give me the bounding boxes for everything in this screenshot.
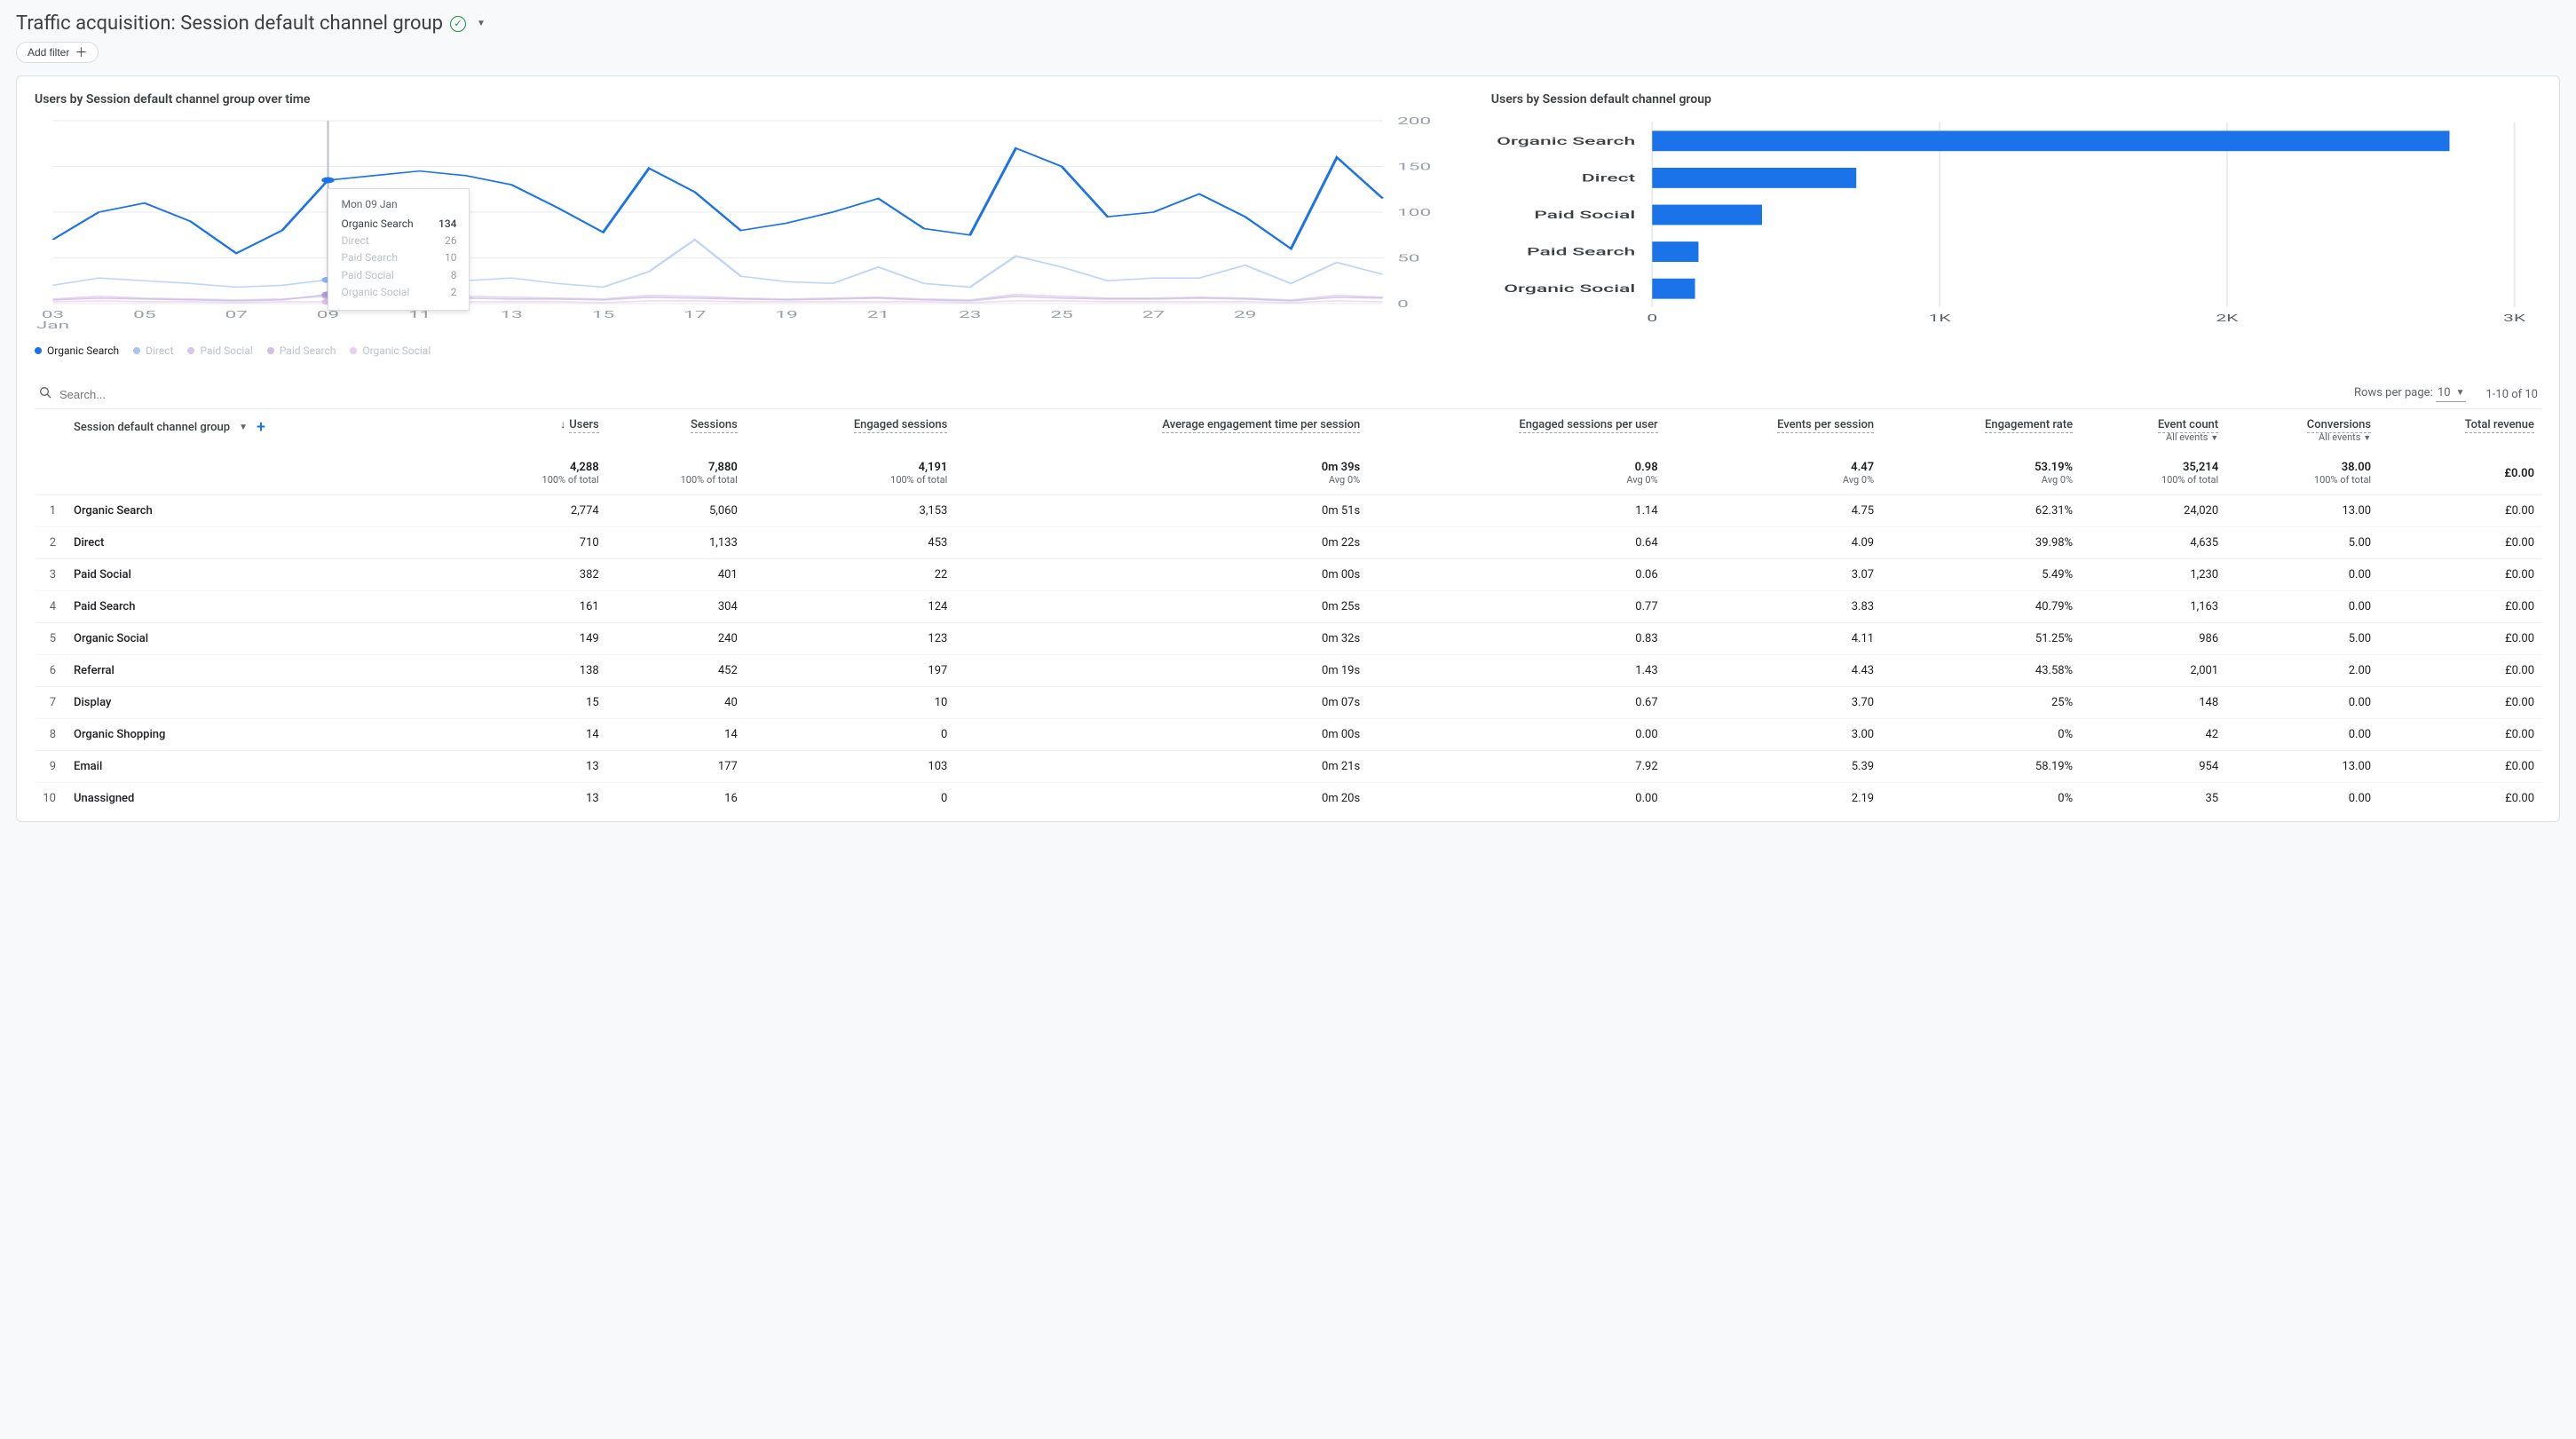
svg-text:3K: 3K <box>2503 312 2526 324</box>
table-row[interactable]: 6Referral1384521970m 19s1.434.4343.58%2,… <box>35 655 2541 687</box>
plus-icon: ＋ <box>75 46 87 59</box>
chart-tooltip: Mon 09 JanOrganic Search134Direct26Paid … <box>328 188 470 311</box>
svg-text:15: 15 <box>592 310 614 320</box>
svg-text:Jan: Jan <box>36 320 69 328</box>
line-chart[interactable]: 0 50 100 150 200 03 05 07 09 11 13 15 17 19 21 23 25 27 29… <box>35 115 1456 332</box>
column-header[interactable]: Sessions <box>606 409 745 452</box>
svg-text:Organic Social: Organic Social <box>1504 283 1635 296</box>
svg-text:0: 0 <box>1647 312 1657 324</box>
legend-item[interactable]: Organic Social <box>350 344 431 357</box>
bar-chart[interactable]: 0 1K 2K 3K Organic Search Direct Paid Social Pa… <box>1491 115 2541 328</box>
rows-per-page-label: Rows per page: <box>2354 386 2433 399</box>
title-dropdown[interactable]: ▼ <box>473 17 489 30</box>
table-row[interactable]: 1Organic Search2,7745,0603,1530m 51s1.14… <box>35 495 2541 527</box>
totals-cell: 7,880100% of total <box>606 452 745 495</box>
svg-text:29: 29 <box>1234 310 1256 320</box>
totals-cell: 4,191100% of total <box>745 452 955 495</box>
svg-text:17: 17 <box>684 310 706 320</box>
svg-text:200: 200 <box>1397 116 1431 127</box>
svg-text:0: 0 <box>1397 299 1409 310</box>
table-row[interactable]: 4Paid Search1613041240m 25s0.773.8340.79… <box>35 591 2541 623</box>
totals-cell: 0.98Avg 0% <box>1367 452 1664 495</box>
totals-cell: 53.19%Avg 0% <box>1881 452 2080 495</box>
add-filter-button[interactable]: Add filter ＋ <box>16 42 99 63</box>
table-row[interactable]: 8Organic Shopping141400m 00s0.003.000%42… <box>35 719 2541 751</box>
column-header[interactable]: Total revenue <box>2378 409 2541 452</box>
column-header[interactable]: Engaged sessions <box>745 409 955 452</box>
svg-text:11: 11 <box>408 310 431 320</box>
legend-item[interactable]: Paid Search <box>267 344 336 357</box>
line-chart-title: Users by Session default channel group o… <box>35 92 1456 107</box>
svg-text:21: 21 <box>867 310 889 320</box>
rows-per-page-value: 10 <box>2438 386 2451 399</box>
rows-per-page-select[interactable]: 10 ▼ <box>2436 386 2467 402</box>
line-chart-legend: Organic Search Direct Paid Social Paid Sear… <box>35 344 1456 357</box>
page-title: Traffic acquisition: Session default cha… <box>16 12 443 35</box>
column-header[interactable]: Average engagement time per session <box>954 409 1367 452</box>
svg-text:07: 07 <box>225 310 247 320</box>
svg-text:Organic Search: Organic Search <box>1497 135 1635 147</box>
table-row[interactable]: 5Organic Social1492401230m 32s0.834.1151… <box>35 623 2541 655</box>
add-dimension-button[interactable]: + <box>257 418 265 437</box>
totals-cell: 35,214100% of total <box>2080 452 2225 495</box>
svg-text:50: 50 <box>1397 253 1419 264</box>
bar-chart-title: Users by Session default channel group <box>1491 92 2541 107</box>
table-row[interactable]: 9Email131771030m 21s7.925.3958.19%95413.… <box>35 751 2541 783</box>
svg-text:150: 150 <box>1397 162 1431 172</box>
legend-item[interactable]: Paid Social <box>187 344 252 357</box>
svg-text:1K: 1K <box>1928 312 1951 324</box>
svg-text:Direct: Direct <box>1582 172 1635 185</box>
totals-cell: 4.47Avg 0% <box>1665 452 1881 495</box>
search-icon <box>38 385 52 403</box>
svg-text:100: 100 <box>1397 208 1431 218</box>
totals-cell: 38.00100% of total <box>2225 452 2378 495</box>
search-input[interactable] <box>59 388 2354 401</box>
add-filter-label: Add filter <box>28 46 69 59</box>
column-header[interactable]: Engagement rate <box>1881 409 2080 452</box>
dimension-picker[interactable]: Session default channel group▼+ <box>74 418 461 437</box>
table-row[interactable]: 10Unassigned131600m 20s0.002.190%350.00£… <box>35 783 2541 815</box>
svg-text:03: 03 <box>42 310 64 320</box>
svg-text:27: 27 <box>1142 310 1165 320</box>
column-header[interactable]: ConversionsAll events ▼ <box>2225 409 2378 452</box>
svg-text:05: 05 <box>133 310 155 320</box>
svg-text:Paid Search: Paid Search <box>1527 246 1635 258</box>
totals-cell: £0.00 <box>2378 452 2541 495</box>
verified-icon: ✓ <box>450 16 466 32</box>
svg-text:Paid Social: Paid Social <box>1534 209 1635 221</box>
column-header[interactable]: Event countAll events ▼ <box>2080 409 2225 452</box>
column-header[interactable]: ↓Users <box>468 409 606 452</box>
svg-text:13: 13 <box>500 310 522 320</box>
svg-text:09: 09 <box>317 310 339 320</box>
svg-text:2K: 2K <box>2216 312 2239 324</box>
svg-text:19: 19 <box>775 310 797 320</box>
column-header[interactable]: Events per session <box>1665 409 1881 452</box>
legend-item[interactable]: Organic Search <box>35 344 119 357</box>
svg-text:25: 25 <box>1050 310 1072 320</box>
svg-text:23: 23 <box>959 310 981 320</box>
legend-item[interactable]: Direct <box>133 344 173 357</box>
table-row[interactable]: 3Paid Social382401220m 00s0.063.075.49%1… <box>35 559 2541 591</box>
totals-cell: 4,288100% of total <box>468 452 606 495</box>
data-table: Session default channel group▼+ ↓UsersSes… <box>35 409 2541 814</box>
column-header[interactable]: Engaged sessions per user <box>1367 409 1664 452</box>
table-row[interactable]: 2Direct7101,1334530m 22s0.644.0939.98%4,… <box>35 527 2541 559</box>
chevron-down-icon: ▼ <box>2456 388 2465 398</box>
totals-cell: 0m 39sAvg 0% <box>954 452 1367 495</box>
table-row[interactable]: 7Display1540100m 07s0.673.7025%1480.00£0… <box>35 687 2541 719</box>
pagination-range: 1-10 of 10 <box>2485 388 2538 401</box>
